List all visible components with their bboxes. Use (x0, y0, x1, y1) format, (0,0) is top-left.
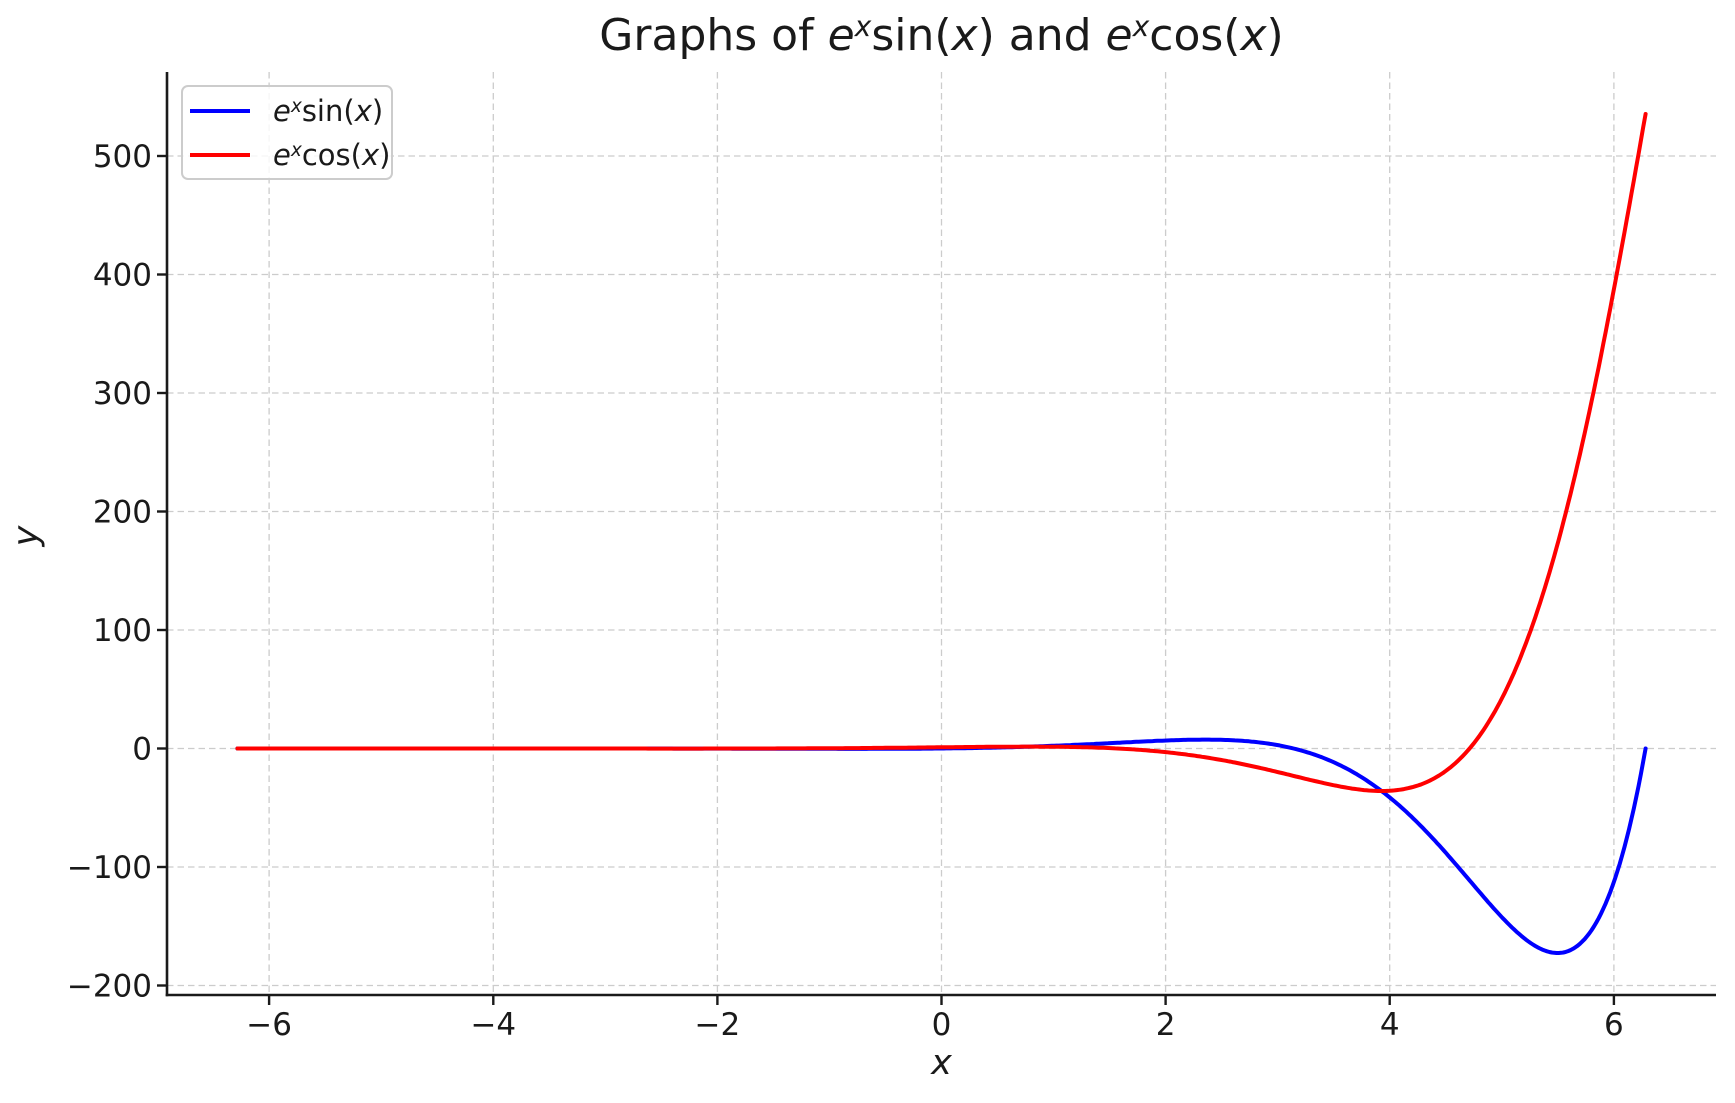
legend-entry-exsinx: exsin(x) (183, 93, 391, 128)
x-tick-label: −4 (470, 1007, 516, 1043)
y-tick-label: 300 (93, 376, 152, 412)
x-tick-label: −2 (695, 1007, 741, 1043)
series-excosx-curve (235, 112, 1648, 793)
legend-label: exsin(x) (273, 93, 384, 128)
y-tick-label: 0 (132, 732, 152, 768)
x-tick-label: 0 (932, 1007, 952, 1043)
x-tick-label: 2 (1156, 1007, 1176, 1043)
y-axis-label: y (6, 525, 47, 547)
chart-title: Graphs of exsin(x) and excos(x) (599, 10, 1284, 61)
y-tick-label: −200 (67, 969, 152, 1005)
legend: exsin(x) excos(x) (181, 85, 393, 180)
y-tick-label: 400 (93, 258, 152, 294)
y-tick-label: −100 (67, 850, 152, 886)
legend-line-sample (190, 108, 250, 113)
legend-label: excos(x) (273, 137, 391, 172)
y-tick-label: 500 (93, 139, 152, 175)
series-exsinx-curve (235, 737, 1648, 955)
x-tick-label: 6 (1604, 1007, 1624, 1043)
legend-entry-excosx: excos(x) (183, 137, 391, 172)
y-tick-label: 200 (93, 495, 152, 531)
y-tick-label: 100 (93, 613, 152, 649)
x-tick-label: −6 (246, 1007, 292, 1043)
x-tick-label: 4 (1380, 1007, 1400, 1043)
legend-line-sample (190, 152, 250, 157)
x-axis-label: x (931, 1043, 952, 1083)
